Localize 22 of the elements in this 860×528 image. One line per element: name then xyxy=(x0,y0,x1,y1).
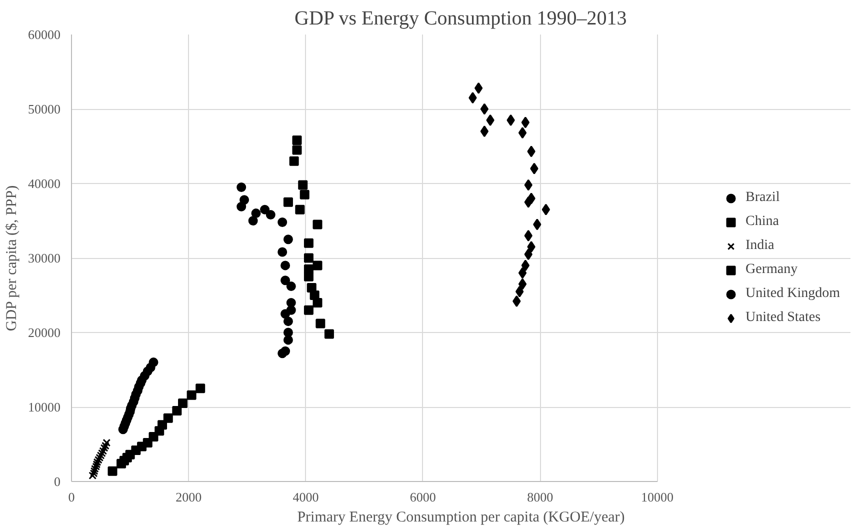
y-tick-label: 0 xyxy=(54,474,60,489)
y-axis-title: GDP per capita ($, PPP) xyxy=(4,185,20,332)
y-tick-label: 60000 xyxy=(28,27,60,42)
chart-title: GDP vs Energy Consumption 1990–2013 xyxy=(294,8,627,30)
legend-label: United States xyxy=(746,310,821,326)
y-tick-label: 30000 xyxy=(28,250,60,266)
x-tick-label: 10000 xyxy=(640,490,674,504)
x-tick-label: 2000 xyxy=(176,490,202,504)
y-tick-label: 50000 xyxy=(28,102,60,116)
x-axis-title: Primary Energy Consumption per capita (KGOE/year) xyxy=(297,510,625,526)
legend-label: Germany xyxy=(746,262,798,278)
legend-label: United Kingdom xyxy=(746,286,840,302)
legend-label: India xyxy=(746,238,774,254)
y-tick-label: 20000 xyxy=(28,325,60,340)
y-tick-label: 10000 xyxy=(28,400,60,414)
x-tick-label: 4000 xyxy=(292,490,319,504)
x-tick-label: 0 xyxy=(68,490,75,504)
x-tick-label: 6000 xyxy=(410,490,436,504)
legend-label: Brazil xyxy=(746,190,780,206)
x-tick-label: 8000 xyxy=(527,490,554,504)
y-tick-label: 40000 xyxy=(28,176,60,191)
legend-label: China xyxy=(746,214,779,230)
